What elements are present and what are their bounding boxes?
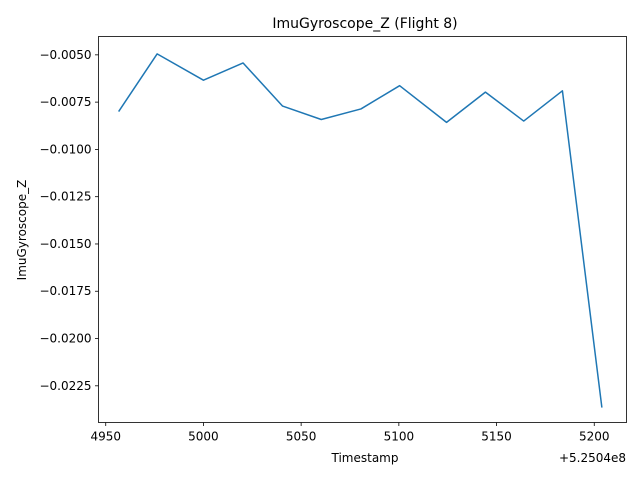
x-axis-offset-label: +5.2504e8	[559, 451, 626, 465]
y-axis-ticks: −0.0050 −0.0075 −0.0100 −0.0125 −0.0150 −0.01…	[39, 48, 99, 393]
y-tick-label: −0.0075	[39, 95, 91, 109]
x-axis-ticks: 4950 5000 5050 5100 5150 5200	[90, 422, 610, 444]
plot-lines	[118, 53, 603, 408]
chart-title: ImuGyroscope_Z (Flight 8)	[272, 16, 457, 32]
series-line-0	[118, 53, 603, 408]
y-tick-label: −0.0125	[39, 190, 91, 204]
x-tick-label: 5050	[286, 430, 317, 444]
x-tick-label: 5150	[481, 430, 512, 444]
x-tick-label: 5100	[384, 430, 415, 444]
y-tick-label: −0.0175	[39, 284, 91, 298]
plot-frame	[98, 36, 627, 423]
x-axis-label: Timestamp	[331, 451, 399, 465]
x-tick-label: 4950	[90, 430, 121, 444]
y-tick-label: −0.0050	[39, 48, 91, 62]
y-axis-label: ImuGyroscope_Z	[15, 180, 29, 281]
y-tick-label: −0.0100	[39, 142, 91, 156]
x-tick-label: 5200	[579, 430, 610, 444]
y-tick-label: −0.0225	[39, 379, 91, 393]
x-tick-label: 5000	[188, 430, 219, 444]
y-tick-label: −0.0200	[39, 332, 91, 346]
y-tick-label: −0.0150	[39, 237, 91, 251]
